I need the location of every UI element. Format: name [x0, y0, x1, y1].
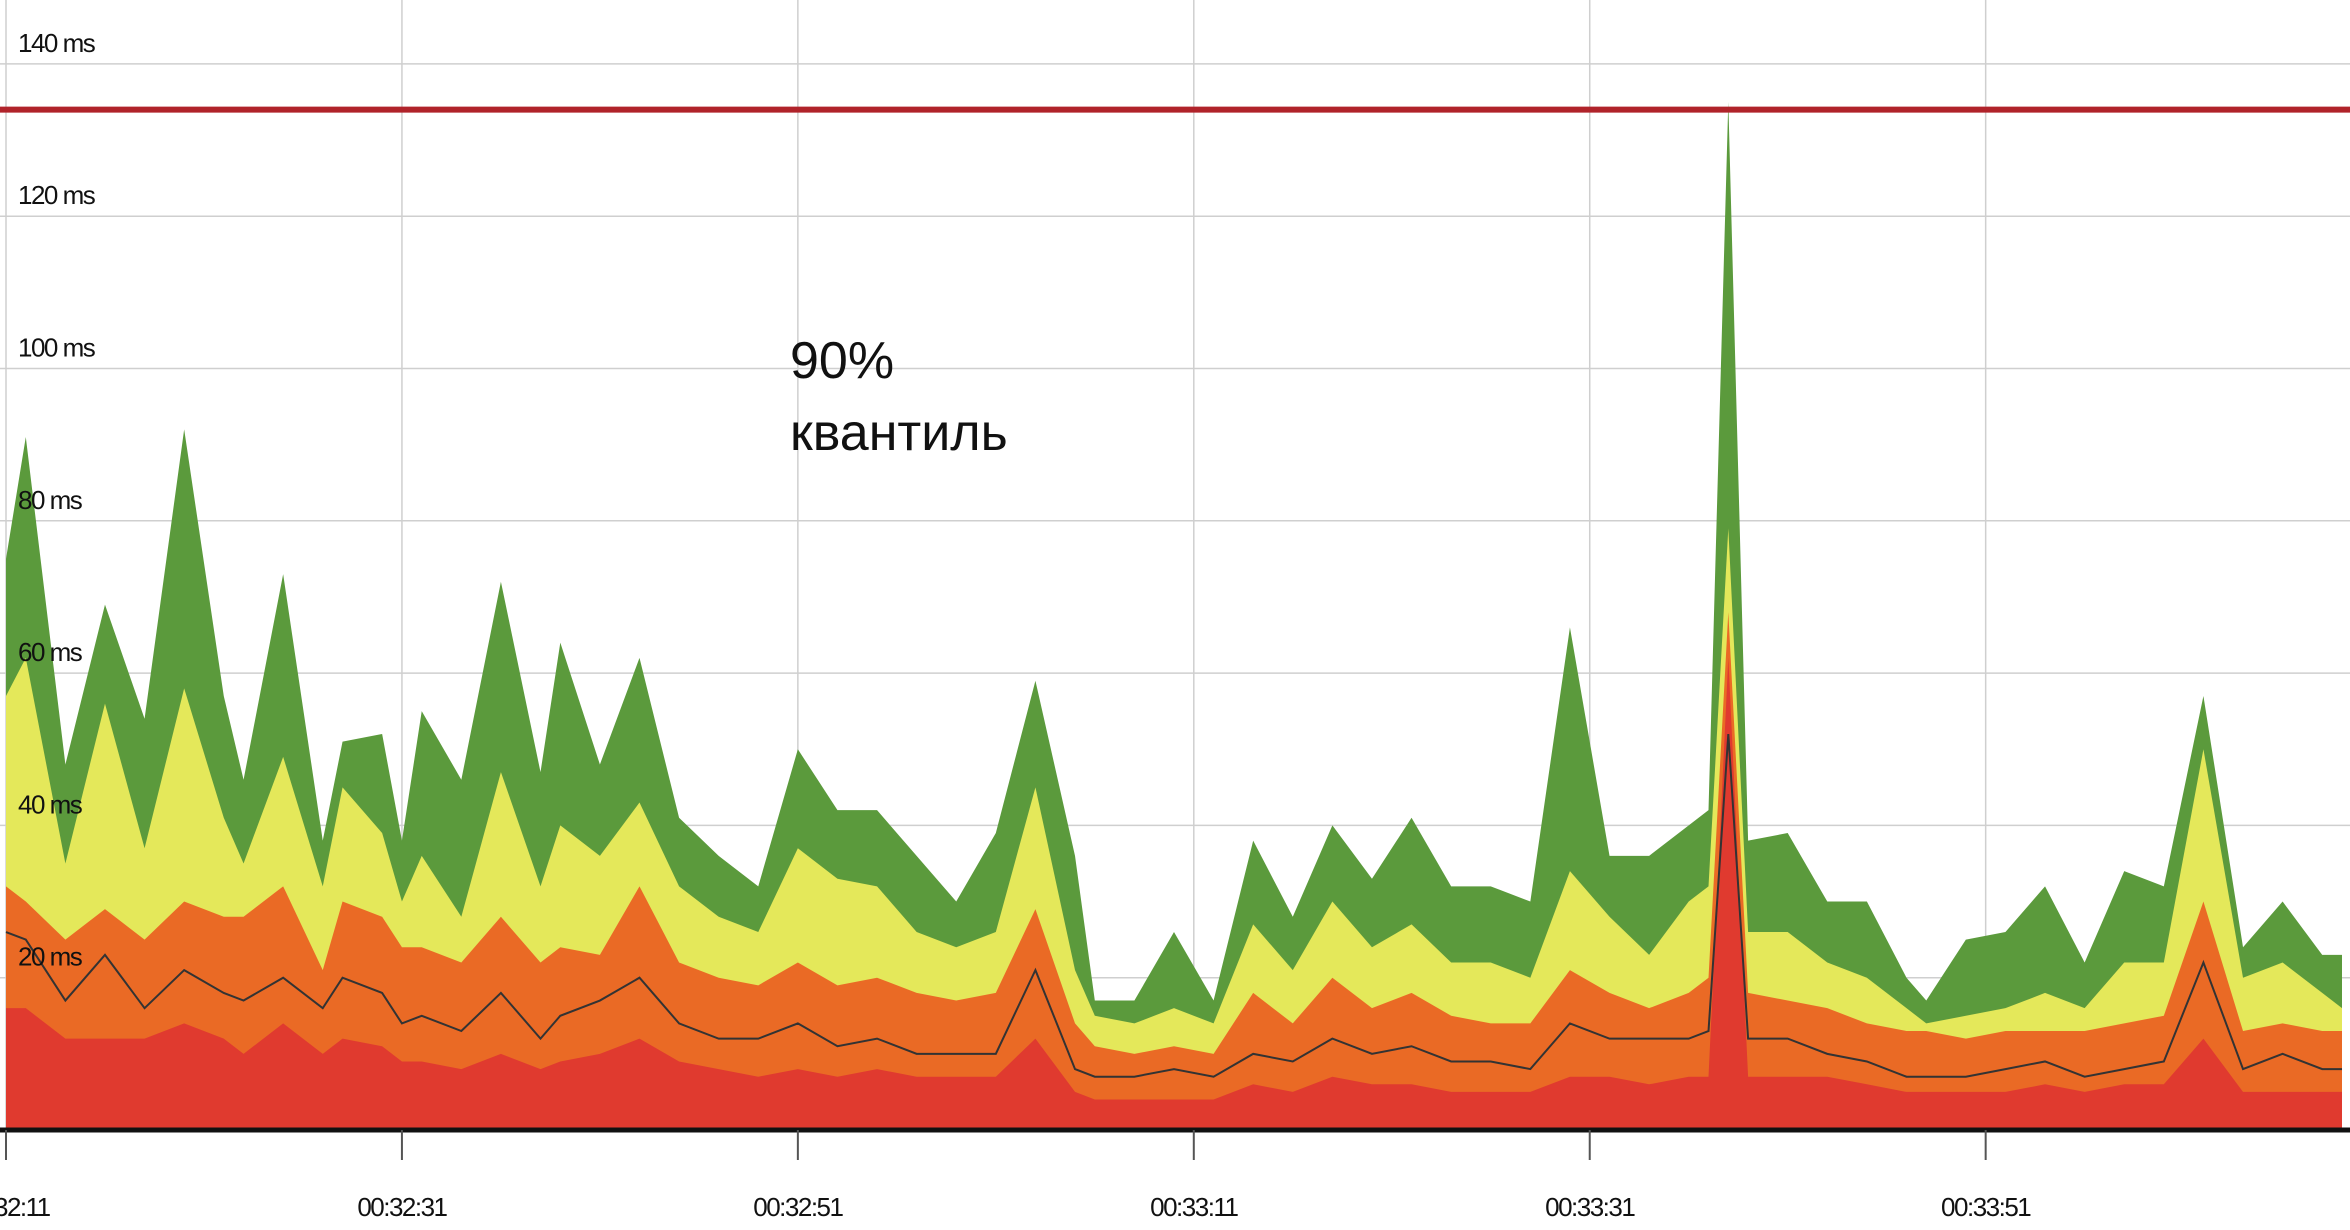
- annotation: 90%: [790, 332, 894, 390]
- x-tick-label: 00:32:51: [753, 1192, 843, 1222]
- x-tick-label: 00:33:51: [1941, 1192, 2031, 1222]
- x-tick-label: 00:32:31: [357, 1192, 447, 1222]
- annotation: квантиль: [790, 404, 1008, 462]
- y-tick-label: 80 ms: [18, 485, 83, 515]
- y-tick-label: 120 ms: [18, 180, 96, 210]
- y-tick-label: 40 ms: [18, 789, 83, 819]
- y-tick-label: 100 ms: [18, 333, 96, 363]
- x-tick-label: 00:33:31: [1545, 1192, 1635, 1222]
- area: [6, 612, 2342, 1130]
- x-tick-label: 00:33:11: [1150, 1192, 1238, 1222]
- line: [5, 733, 2342, 1078]
- y-tick-label: 20 ms: [18, 942, 83, 972]
- y-tick-label: 140 ms: [18, 28, 96, 58]
- x-tick-label: 00:32:11: [0, 1192, 51, 1222]
- area: [6, 657, 2342, 1130]
- y-tick-label: 60 ms: [18, 637, 83, 667]
